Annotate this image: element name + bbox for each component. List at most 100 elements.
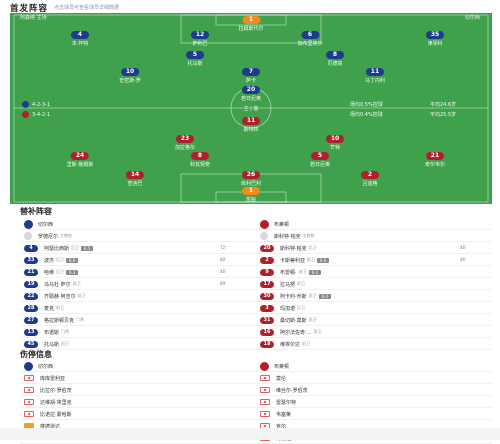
sub-player-home[interactable]: 45 托马斯 前卫 bbox=[24, 338, 69, 350]
pitch-lines bbox=[13, 14, 489, 203]
player-name: 托马斯 bbox=[187, 61, 203, 67]
sub-player-away[interactable]: 30 阿卡利·乔斯 前卫 6.4 bbox=[260, 290, 331, 302]
injury-row: 比拉尔·罗伯茨 维丝尔·罗伯茨 bbox=[20, 384, 492, 396]
sub-row: 19 马马杜·萨尔 前卫 69' 17 拉马努 前卫 bbox=[20, 278, 492, 290]
home-player-dm2[interactable]: 8 厄德高 bbox=[326, 51, 344, 67]
player-number: 23 bbox=[175, 135, 194, 143]
player-number: 9 bbox=[260, 268, 274, 276]
away-player-cm1[interactable]: 8 科瓦契奇 bbox=[190, 152, 210, 168]
away-player-rwb[interactable]: 24 里斯·詹姆斯 bbox=[67, 152, 93, 168]
injury-row: 比诺拉·蒙哈斯 韦塞莱 bbox=[20, 408, 492, 420]
injured-player-away[interactable]: 雷瑟尔特 bbox=[260, 396, 296, 408]
away-player-gk[interactable]: 1 凯帕 bbox=[242, 187, 260, 203]
player-name: 达维胡·埃里克 bbox=[40, 399, 72, 406]
injured-player-home[interactable]: 比诺拉·蒙哈斯 bbox=[24, 408, 72, 420]
player-name: 维埃尔达 bbox=[280, 341, 301, 348]
home-player-am[interactable]: 7 萨卡 bbox=[242, 68, 260, 84]
home-player-cb2[interactable]: 6 加布里埃尔 bbox=[297, 31, 323, 47]
sub-player-away[interactable]: 31 桑切斯·莫斯 前卫 bbox=[260, 314, 317, 326]
player-name: 查洛巴 bbox=[127, 181, 143, 187]
sub-player-home[interactable]: 21 哈维 后卫 6.3 bbox=[24, 266, 79, 278]
injured-player-away[interactable]: 莫伦 bbox=[260, 372, 286, 384]
player-number: 12 bbox=[191, 31, 209, 39]
home-coach[interactable]: 罗德尼尔 主教练 bbox=[24, 230, 72, 242]
sub-row: 45 托马斯 前卫 18 维埃尔达 前卫 bbox=[20, 338, 492, 350]
player-name: 库利巴利 bbox=[240, 181, 262, 187]
player-number: 24 bbox=[71, 152, 89, 160]
away-player-cm2[interactable]: 5 若日尼奥 bbox=[310, 152, 330, 168]
sub-row: 27 格拉斯顿贝克 门将 31 桑切斯·莫斯 前卫 bbox=[20, 314, 492, 326]
sub-player-home[interactable]: 27 格拉斯顿贝克 门将 bbox=[24, 314, 84, 326]
player-number: 31 bbox=[260, 316, 274, 324]
sub-player-home[interactable]: 13 布诺斯 门将 bbox=[24, 326, 69, 338]
player-name: 拉姆斯代尔 bbox=[238, 26, 264, 32]
injury-icon bbox=[24, 411, 34, 417]
injured-player-home[interactable]: 达维胡·埃里克 bbox=[24, 396, 72, 408]
lineup-title: 首发阵容 bbox=[10, 3, 49, 14]
sub-player-home[interactable]: 28 麦克 前卫 bbox=[24, 302, 64, 314]
away-player-lwb[interactable]: 21 奇尔韦尔 bbox=[425, 152, 445, 168]
away-player-st[interactable]: 11 斯特林 bbox=[242, 117, 260, 133]
sub-player-home[interactable]: 19 马马杜·萨尔 前卫 bbox=[24, 278, 81, 290]
away-team-name: 布莱顿 bbox=[274, 363, 290, 370]
player-number: 17 bbox=[260, 280, 274, 288]
home-player-lb[interactable]: 35 津琴科 bbox=[426, 31, 444, 47]
home-player-gk[interactable]: 1 拉姆斯代尔 bbox=[238, 16, 264, 32]
player-number: 10 bbox=[326, 135, 344, 143]
player-name: 斯特林 bbox=[243, 127, 259, 133]
home-player-lw[interactable]: 11 马丁内利 bbox=[365, 68, 385, 84]
home-player-rb[interactable]: 4 本·怀特 bbox=[71, 31, 89, 47]
away-zone-label: 切尔西 bbox=[464, 15, 480, 21]
home-age: 平均24.6岁 bbox=[430, 102, 457, 108]
away-possession: 场均0.4%控球 bbox=[350, 112, 383, 118]
sub-player-away[interactable]: 20 斯科特·帕克 后卫 bbox=[260, 242, 317, 254]
home-player-cb1[interactable]: 12 萨利巴 bbox=[191, 31, 209, 47]
player-rating: 6.4 bbox=[318, 293, 331, 299]
sub-player-away[interactable]: 2 卡斯蒂利亚 前卫 6.6 bbox=[260, 254, 330, 266]
subs-title: 替补阵容 bbox=[20, 207, 52, 216]
home-team-logo bbox=[24, 361, 33, 371]
lineup-subtitle: 点击球员可查看球员详细数据 bbox=[54, 5, 120, 11]
player-number: 8 bbox=[326, 51, 344, 59]
player-number: 7 bbox=[242, 68, 260, 76]
away-player-cb1[interactable]: 14 查洛巴 bbox=[126, 171, 144, 187]
sub-player-away[interactable]: 3 玛加诺 后卫 bbox=[260, 302, 305, 314]
subs-rows: 4 阿瑟比西斯 后卫 6.5 72' 20 斯科特·帕克 后卫 46' 33 波杰 后卫 6.6 80' 2… bbox=[20, 242, 492, 350]
player-name: 吕迪格 bbox=[362, 181, 378, 187]
injured-player-away[interactable]: 韦塞莱 bbox=[260, 408, 291, 420]
sub-row: 21 哈维 后卫 6.3 46' 9 布雷顿· 前卫 6.2 bbox=[20, 266, 492, 278]
player-number: 8 bbox=[190, 152, 209, 160]
player-number: 11 bbox=[365, 68, 384, 76]
sub-player-away[interactable]: 16 阿尔法佐奇·… 前卫 bbox=[260, 326, 322, 338]
player-number: 35 bbox=[426, 31, 444, 39]
injured-player-home[interactable]: 库库雷利亚 bbox=[24, 372, 65, 384]
injury-title: 伤停信息 bbox=[20, 350, 52, 359]
sub-player-home[interactable]: 33 波杰 后卫 6.6 bbox=[24, 254, 79, 266]
sub-player-away[interactable]: 18 维埃尔达 前卫 bbox=[260, 338, 310, 350]
injured-player-home[interactable]: 比拉尔·罗伯茨 bbox=[24, 384, 72, 396]
sub-row: 22 齐耶赫·阿吉尔 前卫 30 阿卡利·乔斯 前卫 6.4 bbox=[20, 290, 492, 302]
home-player-rw[interactable]: 10 史密斯·罗 bbox=[119, 68, 141, 84]
injury-icon bbox=[260, 387, 270, 393]
away-player-cb2[interactable]: 26 库利巴利 bbox=[241, 171, 261, 187]
player-name: 阿尔法佐奇·… bbox=[280, 329, 312, 336]
away-coach[interactable]: 斯科特·帕克 主教练 bbox=[260, 230, 315, 242]
away-player-am1[interactable]: 23 加拉格尔 bbox=[175, 135, 195, 151]
player-number: 2 bbox=[361, 171, 379, 179]
sub-player-away[interactable]: 9 布雷顿· 前卫 6.2 bbox=[260, 266, 321, 278]
away-player-cb3[interactable]: 2 吕迪格 bbox=[361, 171, 379, 187]
sub-player-home[interactable]: 4 阿瑟比西斯 后卫 6.5 bbox=[24, 242, 94, 254]
injured-player-away[interactable]: 维丝尔·罗伯茨 bbox=[260, 384, 308, 396]
away-player-am2[interactable]: 10 芒特 bbox=[326, 135, 344, 151]
sub-player-home[interactable]: 22 齐耶赫·阿吉尔 前卫 bbox=[24, 290, 86, 302]
injured-player-home[interactable]: 楼德道达 bbox=[24, 420, 60, 432]
sub-row: 4 阿瑟比西斯 后卫 6.5 72' 20 斯科特·帕克 后卫 46' bbox=[20, 242, 492, 254]
sub-player-away[interactable]: 17 拉马努 前卫 bbox=[260, 278, 305, 290]
home-player-st[interactable]: 20 若日尼奥 bbox=[241, 86, 261, 102]
player-name: 阿瑟比西斯 bbox=[44, 245, 70, 252]
injury-row: 达维胡·埃里克 雷瑟尔特 bbox=[20, 396, 492, 408]
home-player-dm1[interactable]: 5 托马斯 bbox=[186, 51, 204, 67]
avatar bbox=[260, 232, 268, 240]
player-number: 6 bbox=[300, 31, 319, 39]
player-number: 20 bbox=[241, 86, 260, 94]
